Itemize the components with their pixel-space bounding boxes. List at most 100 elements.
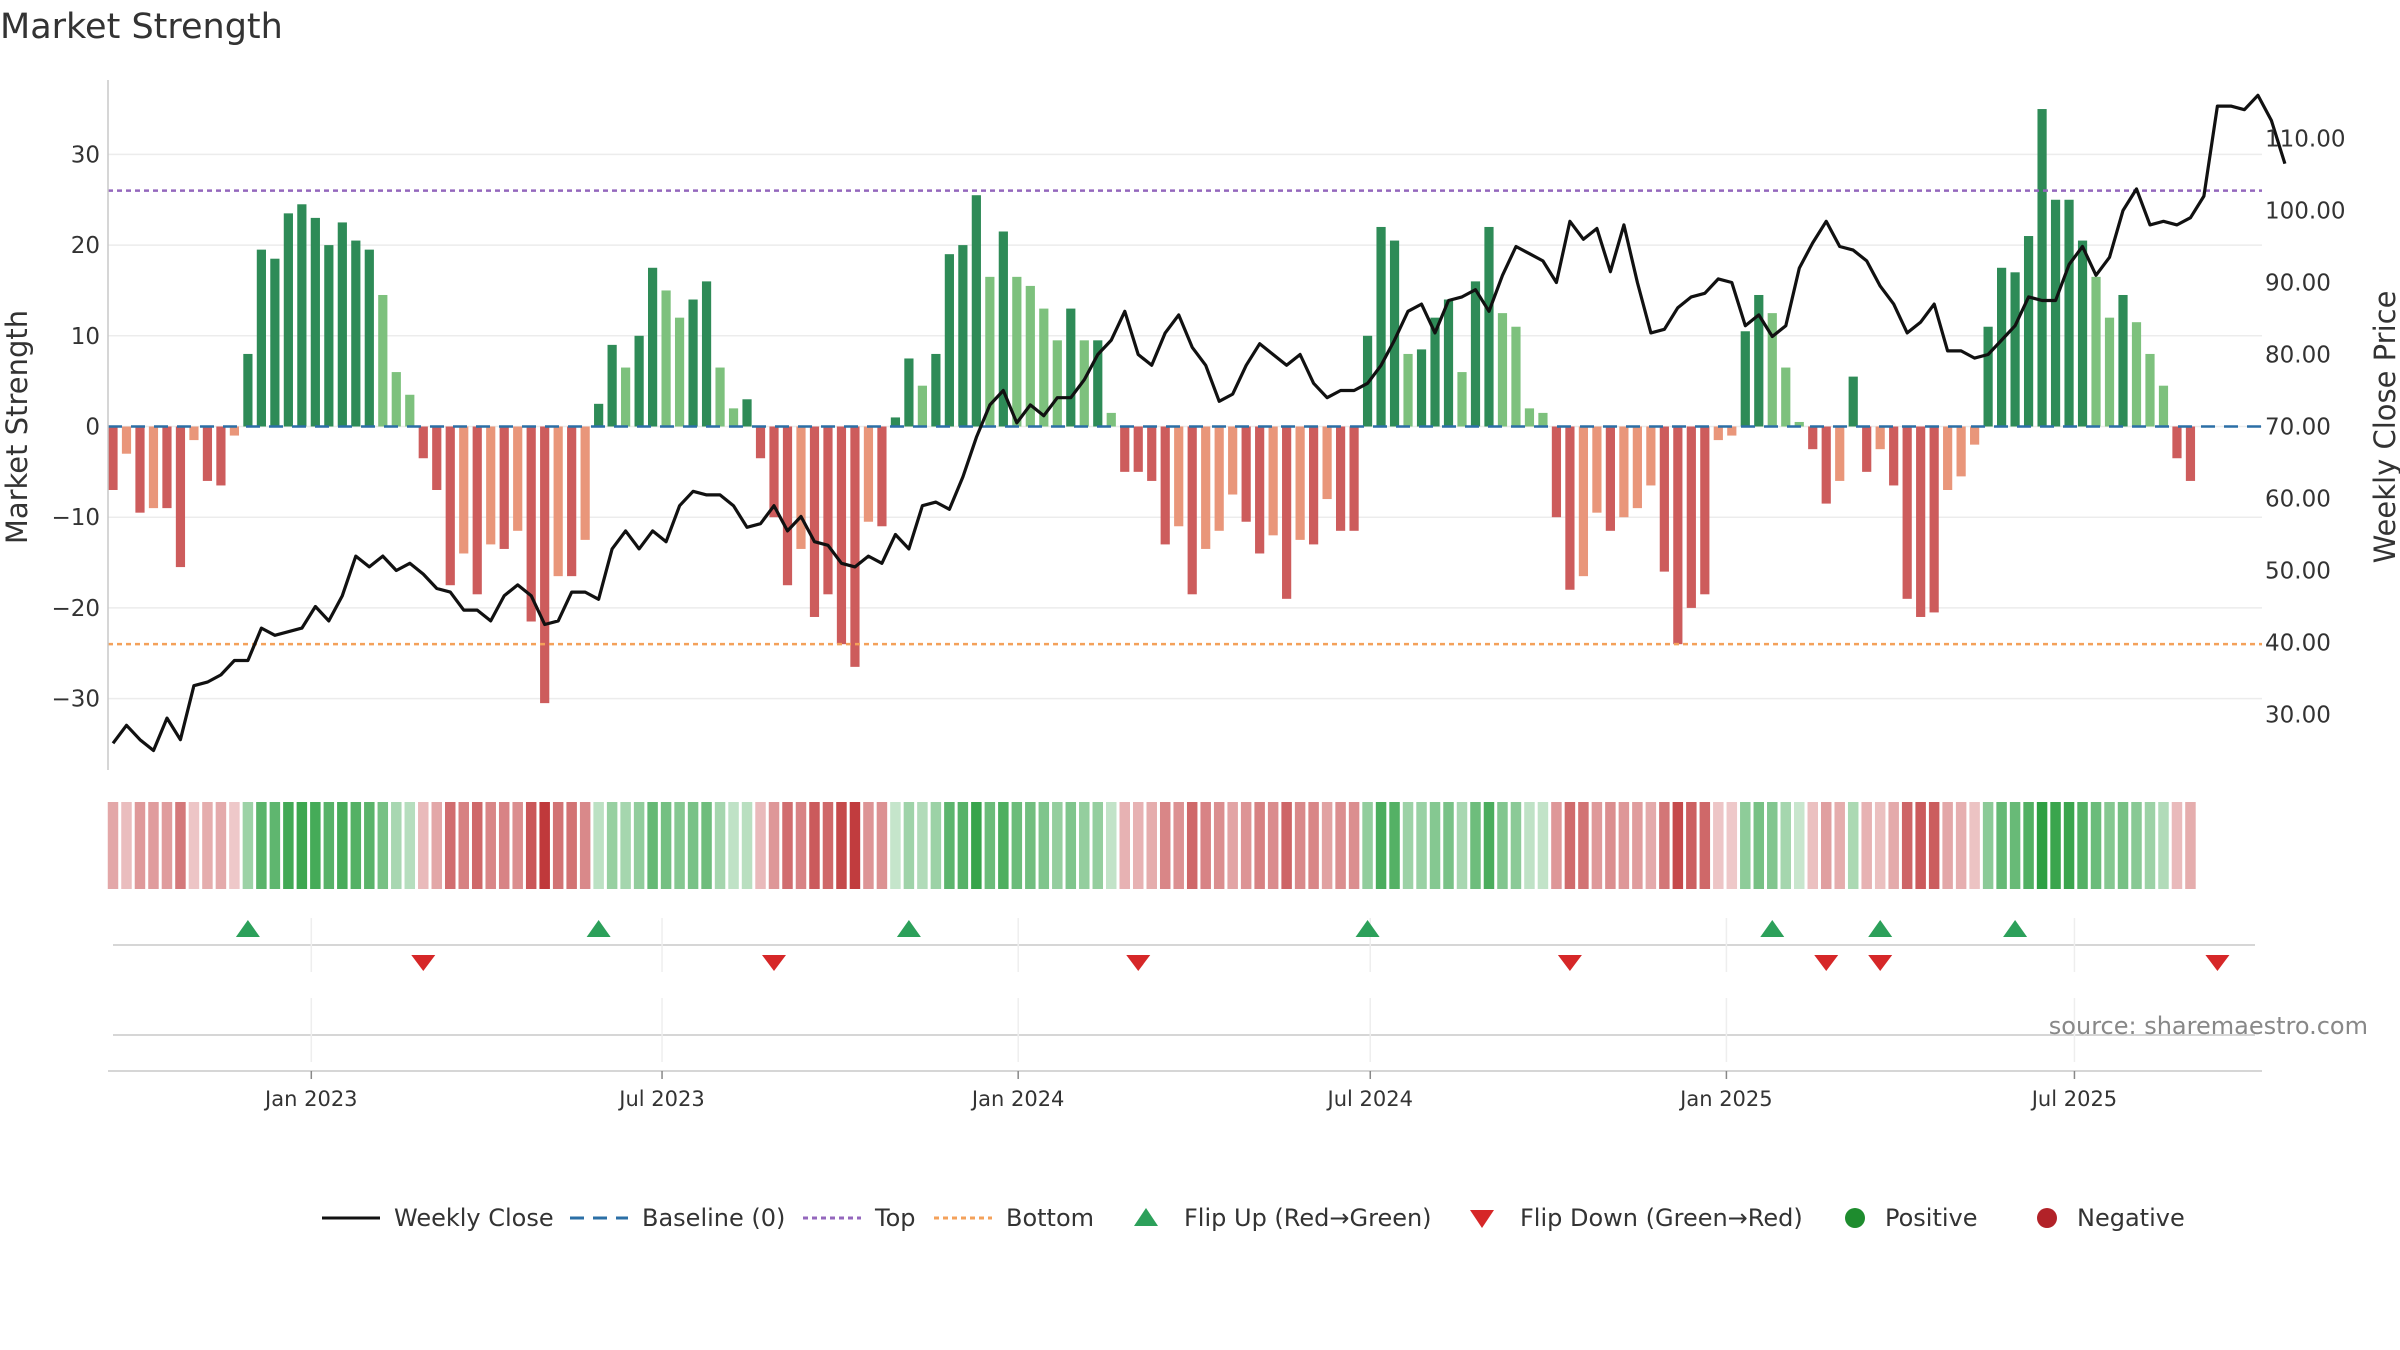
strength-bar	[1012, 276, 1022, 427]
strength-bar	[634, 335, 644, 427]
flip-up-marker	[1355, 920, 1380, 937]
strength-bar	[944, 254, 954, 427]
strength-bar	[1322, 426, 1332, 500]
y-tick-label: −10	[51, 505, 100, 531]
strength-bar	[728, 408, 739, 427]
ribbon-cell	[2063, 802, 2075, 889]
ribbon-cell	[1726, 802, 1738, 889]
strength-bar	[1767, 313, 1777, 427]
ribbon-cell	[755, 802, 766, 889]
ribbon-cell	[1159, 802, 1171, 889]
ribbon-cell	[1092, 802, 1104, 889]
strength-bar	[1147, 426, 1157, 481]
ribbon-cell	[1942, 802, 1953, 889]
ribbon-cell	[1416, 802, 1427, 889]
legend-item: Flip Down (Green→Red)	[1470, 1204, 1803, 1232]
ribbon-cell	[498, 802, 510, 889]
strength-bar	[1443, 299, 1454, 427]
ribbon-cell	[1389, 802, 1400, 889]
ribbon-cell	[188, 802, 200, 889]
ribbon-cell	[1429, 802, 1441, 889]
legend-swatch	[2037, 1208, 2057, 1228]
strength-bar	[243, 353, 253, 427]
strength-bar	[1646, 426, 1656, 486]
strength-bar	[418, 426, 428, 459]
strength-bar	[1538, 412, 1548, 427]
ribbon-cell	[2131, 802, 2142, 889]
ribbon-cell	[229, 802, 240, 889]
ribbon-cell	[1254, 802, 1265, 889]
flip-up-marker	[586, 920, 611, 937]
source-note: source: sharemaestro.com	[2049, 1012, 2368, 1040]
ribbon-cell	[984, 802, 996, 889]
strength-bar	[175, 426, 186, 568]
strength-bar	[1511, 326, 1521, 427]
strength-bar	[1740, 331, 1750, 427]
strength-bar	[2010, 272, 2020, 427]
legend-label: Negative	[2077, 1204, 2185, 1232]
ribbon-cell	[1483, 802, 1495, 889]
legend-label: Positive	[1885, 1204, 1978, 1232]
strength-bar	[2064, 199, 2074, 427]
strength-bar	[1403, 353, 1413, 427]
ribbon-cell	[1645, 802, 1657, 889]
ribbon-cell	[1362, 802, 1373, 889]
ribbon-cell	[2117, 802, 2129, 889]
strength-bar	[661, 290, 671, 427]
x-tick-label: Jan 2023	[263, 1087, 358, 1111]
ribbon-cell	[1834, 802, 1845, 889]
strength-bar	[971, 195, 981, 427]
strength-bar	[917, 385, 927, 427]
strength-bar	[1093, 340, 1103, 427]
ribbon-cell	[323, 802, 335, 889]
strength-bar	[1524, 408, 1535, 427]
strength-bar	[2104, 317, 2115, 427]
chart-title: Market Strength	[0, 7, 283, 47]
strength-bar	[2050, 199, 2061, 427]
ribbon-cell	[1996, 802, 2007, 889]
ribbon-cell	[1699, 802, 1711, 889]
strength-bar	[1997, 267, 2007, 427]
ribbon-cell	[1591, 802, 1603, 889]
strength-bar	[135, 426, 145, 513]
ribbon-cell	[1794, 802, 1805, 889]
strength-bar	[567, 426, 577, 577]
ribbon-cell	[836, 802, 847, 889]
strength-bar	[931, 353, 941, 427]
ribbon-cell	[1281, 802, 1292, 889]
strength-bar	[324, 245, 334, 427]
ribbon-cell	[458, 802, 469, 889]
strength-bar	[337, 222, 347, 427]
ribbon-cell	[148, 802, 159, 889]
y2-tick-label: 100.00	[2265, 199, 2345, 225]
strength-bar	[1821, 426, 1831, 504]
ribbon-cell	[1551, 802, 1562, 889]
legend-label: Flip Down (Green→Red)	[1520, 1204, 1803, 1232]
strength-bar	[1565, 426, 1575, 590]
ribbon-cell	[876, 802, 888, 889]
ribbon-cell	[1065, 802, 1077, 889]
legend-label: Bottom	[1006, 1204, 1094, 1232]
strength-bar	[2158, 385, 2169, 427]
ribbon-cell	[1847, 802, 1859, 889]
strength-bar	[1376, 226, 1386, 427]
strength-bar	[459, 426, 469, 554]
ribbon-cell	[1820, 802, 1832, 889]
legend-label: Flip Up (Red→Green)	[1184, 1204, 1432, 1232]
strength-bar	[742, 399, 752, 427]
strength-bar	[486, 426, 496, 545]
ribbon-cell	[364, 802, 375, 889]
strength-bar	[2077, 240, 2088, 427]
strength-bar	[1632, 426, 1642, 509]
strength-bar	[351, 240, 361, 427]
legend-swatch	[1845, 1208, 1865, 1228]
ribbon-cell	[1348, 802, 1360, 889]
ribbon-cell	[728, 802, 739, 889]
strength-bar	[1916, 426, 1926, 617]
strength-bar	[1700, 426, 1710, 595]
ribbon-cell	[1321, 802, 1333, 889]
strength-bar	[1160, 426, 1170, 545]
ribbon-cell	[647, 802, 658, 889]
ribbon-cell	[256, 802, 267, 889]
